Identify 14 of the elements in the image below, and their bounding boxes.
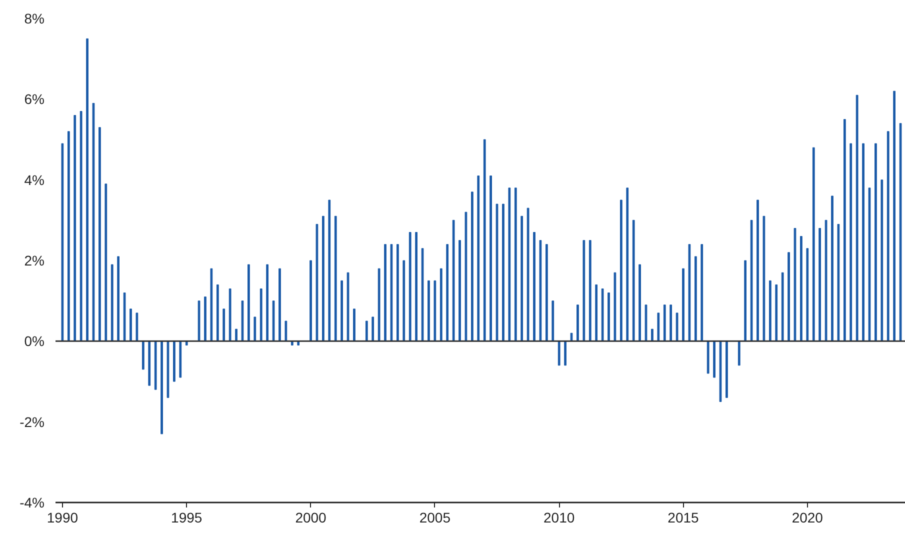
x-tick-label: 1990: [46, 510, 78, 526]
y-tick-label: 4%: [24, 172, 44, 188]
y-tick-label: 2%: [24, 252, 44, 268]
x-tick-label: 2005: [419, 510, 451, 526]
x-tick-label: 1995: [171, 510, 202, 526]
x-tick-label: 2010: [544, 510, 575, 526]
y-tick-label: 6%: [24, 91, 44, 108]
y-tick-label: -2%: [20, 414, 45, 430]
y-tick-label: 8%: [24, 10, 44, 26]
y-tick-label: 0%: [24, 333, 44, 350]
x-tick-label: 2000: [295, 510, 327, 526]
y-tick-label: -4%: [20, 494, 45, 510]
x-tick-label: 2015: [668, 510, 700, 526]
x-tick-label: 2020: [792, 510, 824, 526]
